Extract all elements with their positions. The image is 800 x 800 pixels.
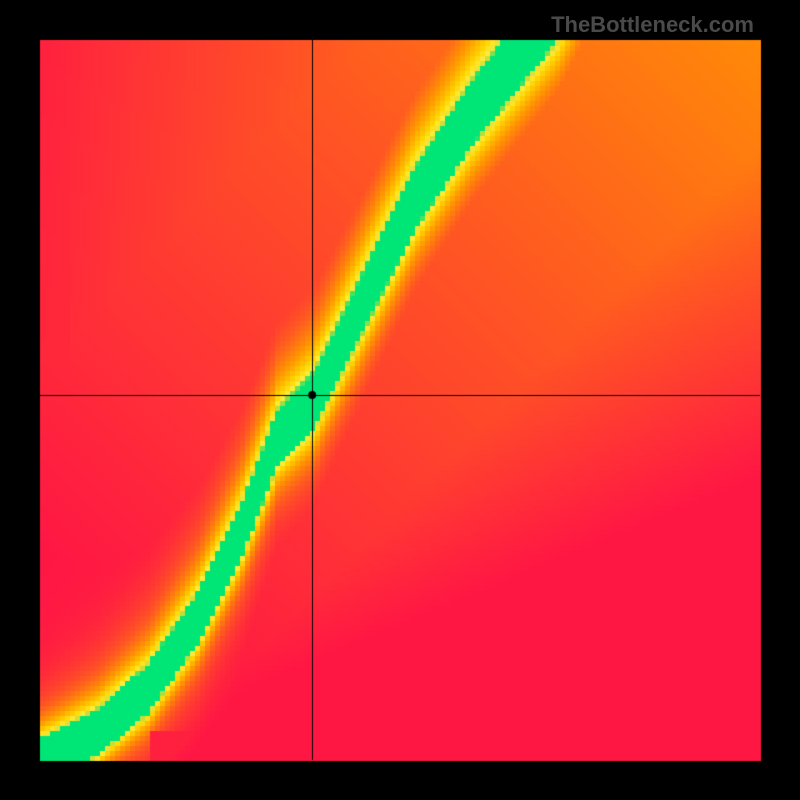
chart-container: TheBottleneck.com	[0, 0, 800, 800]
bottleneck-heatmap	[0, 0, 800, 800]
watermark-text: TheBottleneck.com	[551, 12, 754, 38]
